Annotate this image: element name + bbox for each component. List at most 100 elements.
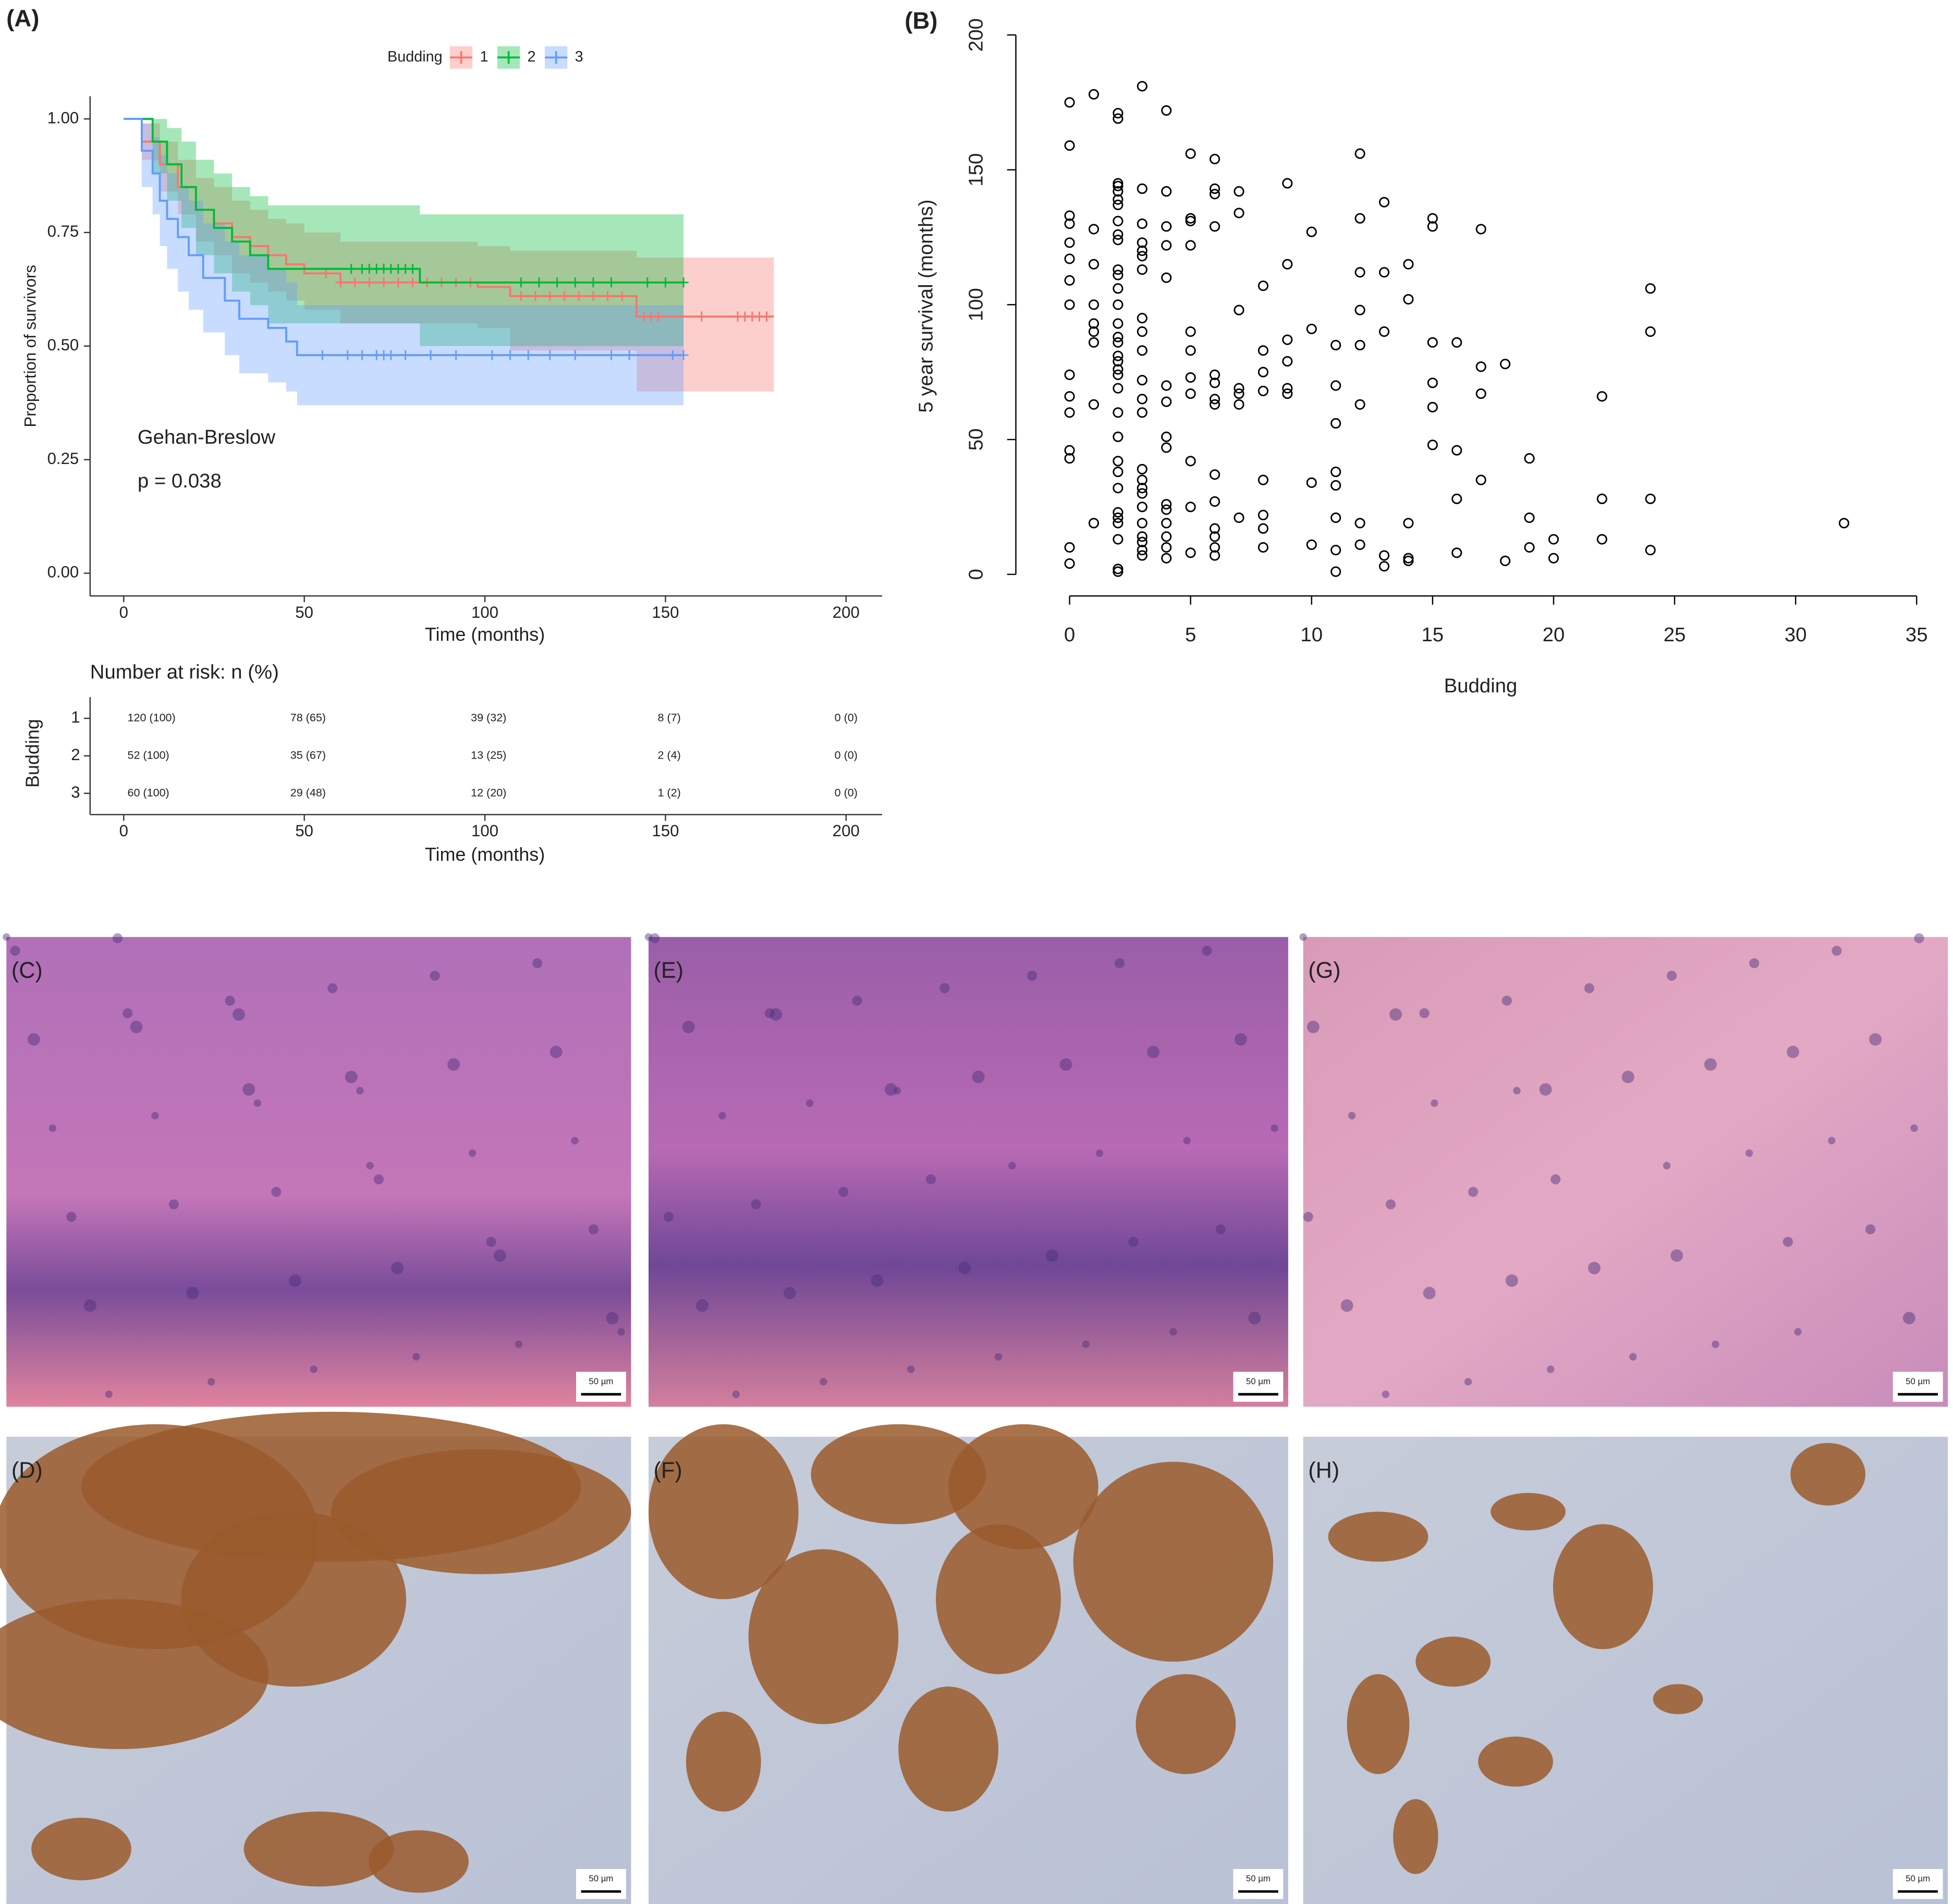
nucleus bbox=[345, 1070, 358, 1083]
censor-mark bbox=[400, 350, 411, 360]
y-tick-label: 100 bbox=[965, 288, 987, 321]
point bbox=[1331, 467, 1341, 478]
point bbox=[1209, 377, 1220, 388]
panel-label: (A) bbox=[6, 5, 39, 31]
x-tick-label: 0 bbox=[119, 603, 128, 621]
nucleus bbox=[1546, 1365, 1555, 1373]
stained-region bbox=[648, 1424, 799, 1600]
nucleus bbox=[871, 1274, 884, 1287]
point bbox=[1209, 153, 1220, 165]
nucleus bbox=[1423, 1287, 1436, 1300]
point bbox=[1306, 539, 1317, 550]
stained-region bbox=[181, 1511, 407, 1687]
point bbox=[1354, 304, 1365, 315]
confidence-band bbox=[124, 119, 684, 346]
risk-cell: 12 (20) bbox=[471, 786, 506, 799]
point bbox=[1234, 208, 1244, 218]
scale-bar-bg bbox=[576, 1869, 626, 1899]
censor-mark bbox=[545, 291, 555, 301]
point bbox=[1354, 539, 1365, 550]
nucleus bbox=[1114, 958, 1125, 969]
nucleus bbox=[893, 1087, 901, 1095]
point bbox=[1331, 566, 1341, 577]
censor-mark bbox=[617, 291, 627, 301]
point bbox=[1088, 399, 1100, 410]
nucleus bbox=[151, 1112, 159, 1120]
point bbox=[1161, 431, 1172, 442]
point bbox=[1137, 531, 1148, 542]
point bbox=[1088, 299, 1100, 310]
censor-mark bbox=[346, 264, 357, 274]
point bbox=[1137, 237, 1148, 248]
stained-region bbox=[1328, 1511, 1429, 1562]
nucleus bbox=[972, 1070, 985, 1083]
nucleus bbox=[1794, 1328, 1802, 1336]
row-label: 3 bbox=[71, 783, 80, 801]
table-y-label: Budding bbox=[21, 719, 43, 788]
point bbox=[1354, 148, 1365, 159]
nucleus bbox=[493, 1249, 506, 1262]
nucleus bbox=[468, 1149, 477, 1157]
table-title: Number at risk: n (%) bbox=[90, 661, 279, 684]
censor-mark bbox=[516, 291, 526, 301]
point bbox=[1088, 89, 1100, 100]
point bbox=[1209, 531, 1220, 542]
nucleus bbox=[105, 1390, 113, 1398]
nucleus bbox=[1588, 1262, 1601, 1275]
stained-region bbox=[811, 1424, 986, 1524]
nucleus bbox=[207, 1378, 215, 1386]
point bbox=[1113, 318, 1124, 329]
stained-region bbox=[1491, 1493, 1566, 1531]
point bbox=[1451, 445, 1462, 456]
x-tick-label: 50 bbox=[295, 603, 313, 621]
point bbox=[1234, 399, 1244, 410]
nucleus bbox=[958, 1262, 971, 1275]
point bbox=[1137, 518, 1148, 529]
nucleus bbox=[1169, 1328, 1177, 1336]
nucleus bbox=[1128, 1237, 1139, 1247]
point bbox=[1403, 259, 1414, 270]
image-label: (E) bbox=[654, 958, 683, 983]
point bbox=[1234, 388, 1244, 399]
point bbox=[1113, 283, 1124, 294]
y-tick-label: 0.00 bbox=[47, 563, 79, 581]
nucleus bbox=[1513, 1087, 1521, 1095]
point bbox=[1113, 229, 1124, 240]
stained-region bbox=[1478, 1736, 1553, 1787]
point bbox=[1137, 474, 1148, 485]
censor-mark bbox=[523, 350, 533, 360]
stained-region bbox=[1790, 1443, 1865, 1506]
nucleus bbox=[644, 933, 653, 941]
stained-region bbox=[369, 1830, 469, 1893]
censor-mark bbox=[606, 277, 617, 288]
point bbox=[1185, 502, 1196, 512]
nucleus bbox=[310, 1365, 318, 1373]
point bbox=[1427, 440, 1438, 450]
point bbox=[1185, 372, 1196, 383]
nucleus bbox=[515, 1340, 522, 1348]
y-tick-label: 0.75 bbox=[47, 222, 79, 240]
survival-curve bbox=[124, 118, 684, 357]
point bbox=[1113, 512, 1124, 523]
nucleus bbox=[1745, 1149, 1753, 1157]
nucleus bbox=[1215, 1224, 1226, 1235]
nucleus bbox=[288, 1274, 301, 1287]
stained-region bbox=[898, 1687, 998, 1812]
point bbox=[1137, 550, 1148, 561]
point bbox=[1185, 326, 1196, 337]
nucleus bbox=[1783, 1237, 1793, 1247]
nucleus bbox=[1629, 1353, 1637, 1361]
point bbox=[1209, 523, 1220, 534]
point bbox=[1161, 542, 1172, 553]
row-label: 1 bbox=[71, 708, 80, 726]
nucleus bbox=[1183, 1137, 1191, 1145]
point bbox=[1137, 245, 1148, 256]
scale-bar-label: 50 µm bbox=[589, 1874, 613, 1884]
nucleus bbox=[852, 995, 862, 1006]
risk-cell: 0 (0) bbox=[835, 711, 858, 724]
nucleus bbox=[356, 1087, 364, 1095]
nucleus bbox=[366, 1162, 374, 1169]
censor-mark bbox=[505, 350, 516, 360]
nucleus bbox=[1271, 1124, 1278, 1132]
point bbox=[1137, 183, 1148, 194]
